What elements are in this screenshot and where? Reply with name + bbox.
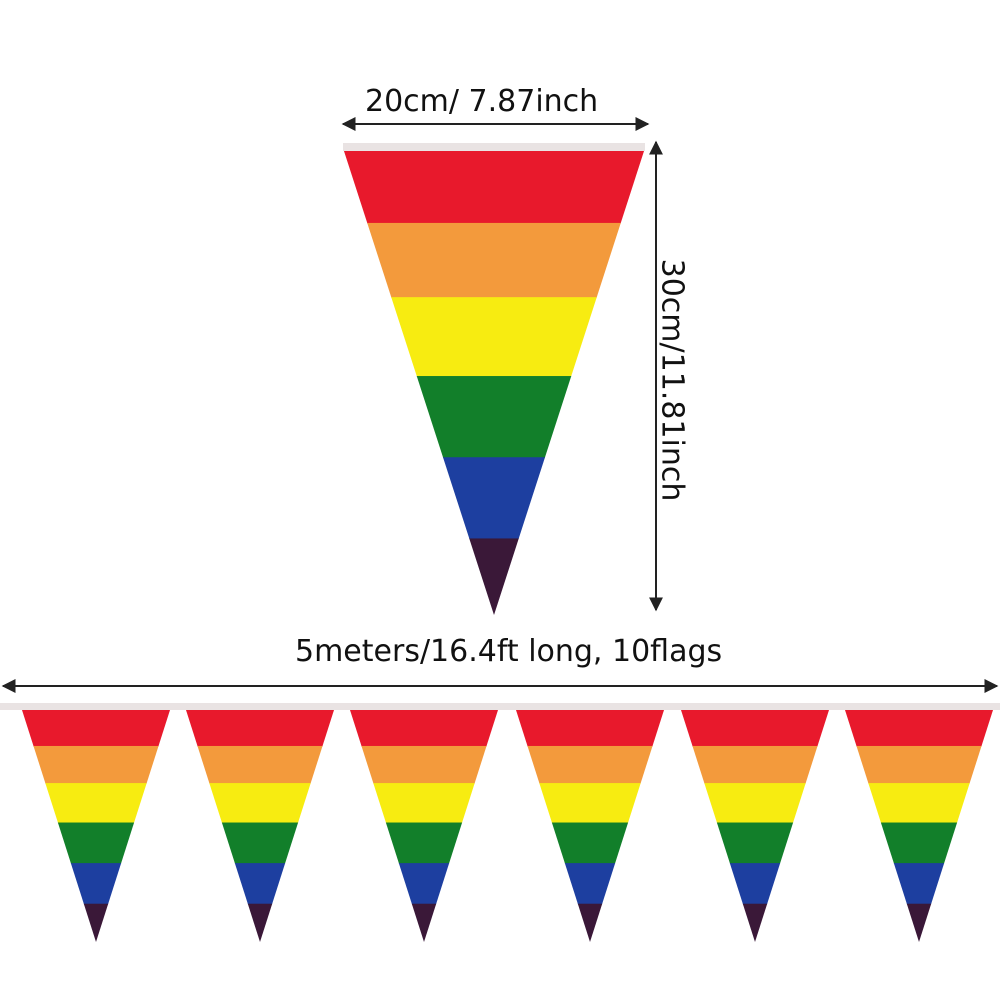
flag-stripe: [350, 863, 498, 905]
flag-stripe: [350, 783, 498, 824]
bunting-length-label: 5meters/16.4ft long, 10flags: [295, 634, 723, 669]
small-pennant-flag: [845, 710, 993, 942]
flag-stripe: [343, 457, 645, 540]
bunting-string: [0, 703, 1000, 710]
flag-stripe: [845, 710, 993, 747]
flag-stripe: [343, 297, 645, 378]
flag-stripe: [22, 903, 170, 942]
flag-stripe: [186, 710, 334, 747]
small-pennant-flag: [516, 710, 664, 942]
flag-string: [343, 143, 645, 151]
flag-width-label: 20cm/ 7.87inch: [365, 84, 599, 119]
flag-stripe: [343, 376, 645, 459]
flag-stripe: [845, 903, 993, 942]
flag-stripe: [350, 710, 498, 747]
flag-stripe: [845, 863, 993, 905]
flag-stripe: [681, 745, 829, 785]
flag-stripe: [681, 822, 829, 865]
flag-stripe: [343, 538, 645, 615]
flag-stripe: [186, 863, 334, 905]
bunting-row: [0, 703, 1000, 942]
flag-stripe: [681, 863, 829, 905]
small-pennant-flag: [22, 710, 170, 942]
flag-stripe: [350, 822, 498, 865]
flag-stripe: [350, 745, 498, 785]
flag-stripe: [516, 822, 664, 865]
flag-stripe: [343, 151, 645, 224]
flag-stripe: [186, 783, 334, 824]
small-pennant-flag: [350, 710, 498, 942]
flag-stripe: [681, 710, 829, 747]
flag-height-label: 30cm/11.81inch: [654, 258, 690, 502]
flag-stripe: [343, 222, 645, 299]
flag-stripe: [22, 745, 170, 785]
flag-stripe: [186, 745, 334, 785]
flag-stripe: [681, 783, 829, 824]
flag-stripe: [516, 745, 664, 785]
small-pennant-flag: [186, 710, 334, 942]
flag-stripe: [516, 783, 664, 824]
flag-stripe: [22, 783, 170, 824]
flag-stripe: [22, 863, 170, 905]
flag-stripe: [681, 903, 829, 942]
large-pennant-flag: [343, 143, 645, 615]
small-pennant-flag: [681, 710, 829, 942]
flag-stripe: [350, 903, 498, 942]
flag-stripe: [22, 710, 170, 747]
flag-stripe: [186, 822, 334, 865]
flag-stripe: [845, 783, 993, 824]
flag-stripe: [845, 745, 993, 785]
flag-stripe: [516, 903, 664, 942]
flag-stripe: [845, 822, 993, 865]
flag-stripe: [516, 710, 664, 747]
flag-stripe: [516, 863, 664, 905]
flag-stripe: [22, 822, 170, 865]
flag-stripe: [186, 903, 334, 942]
